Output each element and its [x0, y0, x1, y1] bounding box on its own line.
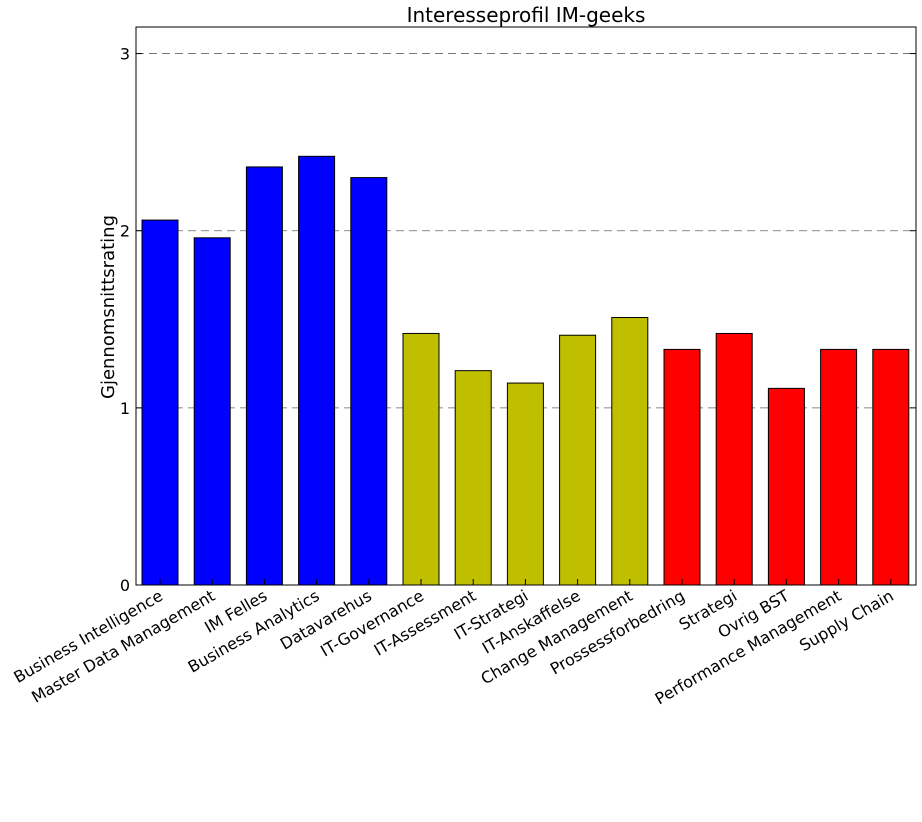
bar [402, 332, 440, 586]
y-tick-label: 3 [120, 45, 130, 64]
bar [820, 348, 858, 586]
bar [506, 382, 544, 586]
bar [715, 332, 753, 586]
bar [454, 370, 492, 586]
bar [663, 348, 701, 586]
y-tick-label: 1 [120, 399, 130, 418]
chart-title: Interesseprofil IM-geeks [407, 3, 646, 27]
bar [611, 317, 649, 586]
bar [767, 387, 805, 586]
bar [193, 237, 231, 586]
y-tick-label: 2 [120, 222, 130, 241]
bar [559, 334, 597, 586]
bar [141, 219, 179, 586]
y-axis-label: Gjennomsnittsrating [98, 215, 119, 399]
bars [141, 155, 910, 586]
y-tick-label: 0 [120, 576, 130, 595]
bar [872, 348, 910, 586]
plot-frame [135, 26, 917, 586]
bar [245, 166, 283, 586]
bar [298, 155, 336, 586]
bar [350, 177, 388, 586]
